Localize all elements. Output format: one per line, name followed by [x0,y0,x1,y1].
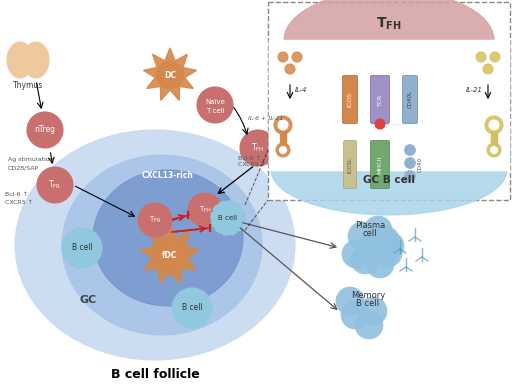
Text: ICOS: ICOS [348,92,352,107]
Circle shape [240,130,276,166]
Circle shape [292,52,302,62]
Circle shape [342,240,370,268]
Circle shape [404,158,416,168]
Bar [269,40,509,170]
Circle shape [487,143,501,157]
Text: cell: cell [362,228,377,238]
Circle shape [197,87,233,123]
Circle shape [341,301,369,329]
FancyBboxPatch shape [371,75,390,123]
Circle shape [375,119,385,129]
Text: CD40L: CD40L [408,91,413,108]
Text: Bcl-6 ↑: Bcl-6 ↑ [238,156,261,161]
Circle shape [490,147,498,154]
Bar [269,40,509,90]
Text: B cell: B cell [72,243,92,252]
Bar [280,125,286,150]
Circle shape [489,120,499,130]
Circle shape [27,112,63,148]
Circle shape [274,116,292,134]
Polygon shape [143,48,197,100]
Text: CD40: CD40 [417,156,422,171]
Circle shape [154,239,186,271]
FancyBboxPatch shape [371,140,390,188]
Circle shape [280,147,287,154]
FancyBboxPatch shape [402,75,417,123]
Circle shape [404,144,416,156]
Bar [491,125,497,150]
Text: IL-21: IL-21 [466,87,483,93]
Ellipse shape [7,42,33,78]
Circle shape [371,226,399,254]
Circle shape [336,287,364,315]
Text: IL-6 + IL-21: IL-6 + IL-21 [248,115,284,120]
Circle shape [285,64,295,74]
Text: Bcl-6 ↑: Bcl-6 ↑ [5,192,28,197]
Circle shape [138,203,172,237]
Text: GC B cell: GC B cell [363,175,415,185]
Text: IL-4: IL-4 [295,87,308,93]
Ellipse shape [271,125,507,215]
Circle shape [188,193,222,227]
Text: TCR: TCR [377,93,382,106]
Text: $\mathregular{T_{FH}}$: $\mathregular{T_{FH}}$ [199,205,211,215]
Text: Ag stimulation: Ag stimulation [8,158,54,163]
Text: CXCL13-rich: CXCL13-rich [142,171,194,180]
Circle shape [356,234,384,262]
Text: Plasma: Plasma [355,221,385,229]
Polygon shape [140,225,200,283]
Ellipse shape [93,170,243,306]
FancyBboxPatch shape [343,75,357,123]
Text: B cell: B cell [356,298,379,308]
Circle shape [359,297,387,325]
Circle shape [211,201,245,235]
Circle shape [276,143,290,157]
Circle shape [483,64,493,74]
Text: Memory: Memory [351,291,385,300]
Text: B cell: B cell [182,303,202,312]
Text: GC: GC [79,295,97,305]
Circle shape [157,62,183,89]
Ellipse shape [284,0,494,90]
Text: Naïve: Naïve [205,99,225,105]
Text: $\mathregular{T_{FR}}$: $\mathregular{T_{FR}}$ [48,179,61,191]
Circle shape [485,116,503,134]
Ellipse shape [62,155,262,335]
Ellipse shape [23,42,49,78]
Circle shape [374,239,402,267]
Text: CXCR5 ↑: CXCR5 ↑ [5,200,33,205]
Ellipse shape [15,130,295,360]
Text: $\mathregular{T_{FH}}$: $\mathregular{T_{FH}}$ [251,142,265,154]
Circle shape [348,222,376,250]
Circle shape [476,52,486,62]
Text: nTreg: nTreg [34,125,55,135]
Circle shape [278,120,288,130]
Text: $\mathregular{T_{FH}}$: $\mathregular{T_{FH}}$ [376,16,402,32]
Text: Thymus: Thymus [13,82,43,91]
Text: ICOSL: ICOSL [348,156,352,173]
Text: fDC: fDC [162,250,178,260]
Circle shape [278,52,288,62]
Circle shape [364,216,392,244]
Circle shape [376,232,404,260]
Text: $\mathregular{T_{FR}}$: $\mathregular{T_{FR}}$ [149,215,161,225]
Circle shape [172,288,212,328]
Text: CD28/SAP: CD28/SAP [8,166,39,171]
Circle shape [62,228,102,268]
Circle shape [351,246,379,274]
Text: B cell follicle: B cell follicle [111,368,199,382]
Circle shape [366,250,394,278]
Circle shape [404,171,416,182]
Text: DC: DC [164,70,176,79]
Bar [269,125,509,170]
Circle shape [37,167,73,203]
FancyBboxPatch shape [344,140,356,188]
Text: MHCII: MHCII [377,155,382,174]
FancyBboxPatch shape [268,2,510,200]
Circle shape [355,311,383,339]
Text: B cell: B cell [219,215,238,221]
Text: T cell: T cell [206,108,224,114]
Text: CXCR5 ↑: CXCR5 ↑ [238,163,266,168]
Circle shape [490,52,500,62]
